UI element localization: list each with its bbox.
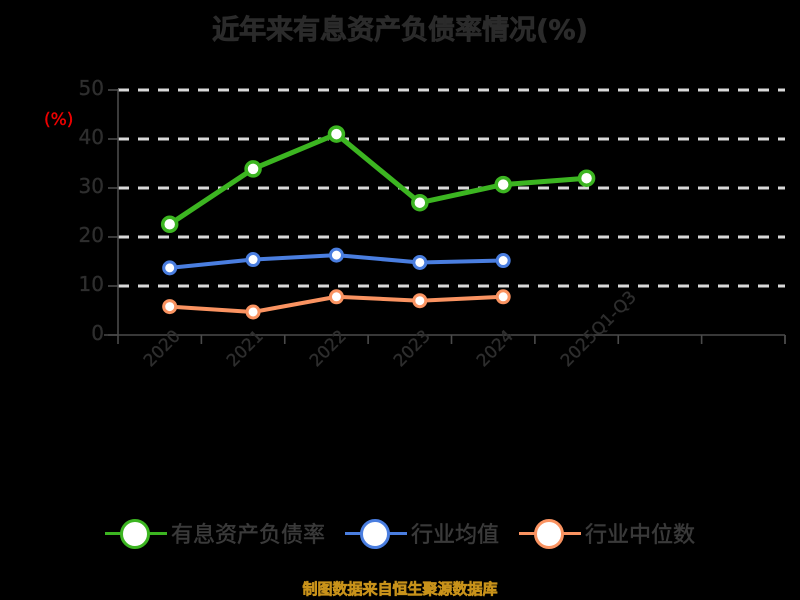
data-point bbox=[577, 169, 596, 187]
data-point bbox=[162, 299, 178, 315]
legend-label: 行业均值 bbox=[410, 523, 500, 549]
chart-legend: 有息资产负债率 行业均值 行业中位数 bbox=[0, 516, 800, 550]
y-tick-label: 10 bbox=[78, 272, 104, 296]
legend-item-0[interactable]: 有息资产负债率 bbox=[104, 516, 326, 550]
axis-lines bbox=[104, 89, 785, 336]
legend-label: 行业中位数 bbox=[585, 523, 696, 549]
footer-source-note: 制图数据来自恒生聚源数据库 bbox=[302, 580, 498, 599]
data-point bbox=[328, 289, 344, 305]
legend-item-2[interactable]: 行业中位数 bbox=[519, 516, 695, 550]
data-point bbox=[245, 304, 261, 320]
data-point bbox=[411, 193, 429, 212]
series-line-0 bbox=[167, 131, 590, 227]
y-axis-ticks bbox=[108, 89, 118, 336]
data-point bbox=[244, 160, 262, 178]
legend-marker-icon bbox=[104, 516, 167, 550]
y-tick-label: 40 bbox=[78, 125, 104, 149]
y-axis-unit-label: (%) bbox=[44, 110, 74, 130]
legend-item-1[interactable]: 行业均值 bbox=[344, 516, 500, 550]
data-point bbox=[495, 253, 511, 269]
data-point bbox=[412, 293, 428, 309]
x-axis-ticks bbox=[117, 335, 786, 344]
data-point bbox=[494, 175, 512, 194]
data-point bbox=[495, 289, 511, 305]
data-point bbox=[160, 215, 179, 234]
gridlines bbox=[118, 88, 785, 288]
chart-title: 近年来有息资产负债率情况(%) bbox=[212, 15, 588, 47]
data-point bbox=[162, 260, 178, 276]
y-tick-label: 0 bbox=[91, 321, 104, 345]
data-point bbox=[412, 254, 428, 270]
data-point bbox=[245, 252, 261, 268]
data-point bbox=[327, 125, 346, 143]
legend-label: 有息资产负债率 bbox=[170, 523, 326, 549]
y-tick-label: 50 bbox=[78, 76, 104, 100]
y-tick-label: 30 bbox=[78, 174, 104, 198]
y-tick-label: 20 bbox=[78, 223, 104, 247]
data-series-layer bbox=[160, 125, 596, 320]
legend-marker-icon bbox=[519, 516, 581, 550]
legend-marker-icon bbox=[344, 516, 407, 550]
data-point bbox=[328, 247, 344, 263]
